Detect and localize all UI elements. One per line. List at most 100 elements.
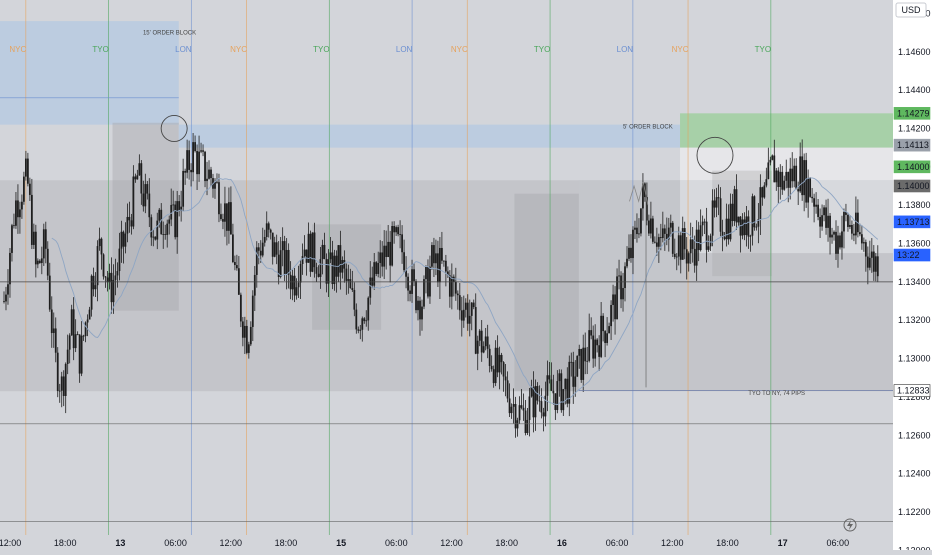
candle-body	[777, 170, 780, 187]
moving-average-line	[51, 177, 879, 406]
candle-body	[36, 260, 39, 265]
candle-body	[419, 300, 421, 320]
candle-body	[554, 393, 557, 410]
candle-body	[214, 181, 216, 189]
time-tick-label[interactable]: 13	[115, 538, 125, 548]
candle-body	[357, 329, 360, 331]
candle-body	[196, 151, 198, 175]
candle-body	[369, 277, 372, 298]
candle-body	[407, 276, 409, 291]
time-tick-label[interactable]: 12:00	[661, 538, 684, 548]
price-tick-label[interactable]: 1.12800	[898, 392, 931, 402]
candle-body	[152, 236, 155, 238]
candle-body	[813, 198, 816, 207]
candle-body	[88, 309, 91, 320]
candle-body	[578, 348, 581, 356]
candle-body	[811, 196, 814, 199]
candle-body	[19, 209, 21, 218]
price-tick-label[interactable]: 1.13800	[898, 200, 931, 210]
candle-body	[26, 158, 29, 184]
candle-body	[636, 227, 638, 235]
price-label: 13:22	[893, 248, 931, 262]
price-tick-label[interactable]: 1.12000	[898, 545, 931, 555]
session-label-tyo: TYO	[534, 45, 550, 54]
time-tick-label[interactable]: 12:00	[440, 538, 463, 548]
time-tick-label[interactable]: 17	[778, 538, 788, 548]
price-label-text: 1.14000	[897, 162, 930, 172]
price-tick-label[interactable]: 1.12400	[898, 469, 931, 479]
time-tick-label[interactable]: 18:00	[54, 538, 77, 548]
time-axis-panel[interactable]	[0, 535, 893, 550]
price-tick-label[interactable]: 1.14400	[898, 85, 931, 95]
time-tick-label[interactable]: 06:00	[385, 538, 408, 548]
price-tick-label[interactable]: 1.13000	[898, 354, 931, 364]
candle-body	[102, 254, 105, 277]
price-tick-label[interactable]: 1.13600	[898, 239, 931, 249]
candle-body	[46, 248, 49, 276]
time-tick-label[interactable]: 18:00	[495, 538, 518, 548]
candle-body	[520, 405, 523, 408]
time-tick-label[interactable]: 16	[557, 538, 567, 548]
candle-body	[323, 244, 326, 259]
currency-button-box[interactable]	[895, 2, 927, 18]
candle-body	[343, 260, 346, 269]
candle-body	[458, 295, 461, 311]
candle-body	[243, 325, 246, 338]
candle-body	[560, 373, 563, 411]
candle-body	[771, 155, 774, 160]
time-tick-label[interactable]: 18:00	[716, 538, 739, 548]
time-tick-label[interactable]: 12:00	[0, 538, 21, 548]
time-tick-label[interactable]: 18:00	[275, 538, 298, 548]
candle-body	[106, 277, 109, 283]
candle-body	[667, 227, 670, 240]
candle-body	[876, 256, 879, 277]
candle-body	[723, 237, 726, 240]
candle-body	[787, 171, 790, 188]
candle-body	[401, 234, 403, 253]
candle-body	[646, 197, 648, 221]
currency-button[interactable]: USD	[901, 5, 921, 15]
candle-body	[508, 398, 511, 414]
candle-body	[528, 396, 531, 420]
price-tick-label[interactable]: 1.12200	[898, 507, 931, 517]
time-tick-label[interactable]: 06:00	[827, 538, 850, 548]
price-tick-label[interactable]: 1.13400	[898, 277, 931, 287]
lightning-icon[interactable]	[843, 518, 857, 532]
candle-body	[216, 181, 218, 183]
candle-body	[339, 245, 342, 273]
time-axis[interactable]: 12:00 18:00 13 06:00 12:00 18:00 15 06:00 12:00 1…	[0, 538, 849, 548]
price-tick-label[interactable]: 1.12600	[898, 430, 931, 440]
candle-body	[389, 241, 392, 266]
candle-body	[476, 340, 479, 354]
time-tick-label[interactable]: 12:00	[219, 538, 242, 548]
candle-body	[468, 315, 471, 324]
candle-body	[530, 387, 533, 397]
candle-body	[522, 407, 525, 411]
candle-body	[112, 279, 115, 303]
candle-body	[166, 223, 169, 235]
candle-body	[104, 276, 107, 278]
candle-body	[755, 226, 758, 228]
candle-body	[864, 242, 867, 257]
time-tick-label[interactable]: 06:00	[164, 538, 187, 548]
candle-body	[138, 163, 141, 176]
price-tick-label[interactable]: 1.14600	[898, 47, 931, 57]
candle-body	[329, 252, 332, 260]
candle-body	[801, 156, 804, 196]
candle-body	[829, 215, 831, 238]
candle-body	[84, 322, 87, 337]
candle-body	[182, 170, 185, 207]
time-tick-label[interactable]: 06:00	[606, 538, 629, 548]
candle-body	[831, 234, 833, 238]
candle-body	[261, 242, 264, 256]
candle-body	[558, 373, 561, 382]
price-axis-panel[interactable]	[893, 0, 932, 550]
candle-body	[699, 225, 702, 251]
price-tick-label[interactable]: 1.13200	[898, 315, 931, 325]
candle-body	[230, 202, 232, 235]
time-tick-label[interactable]: 15	[336, 538, 346, 548]
price-axis[interactable]: 1.148001.146001.144001.142001.140001.138…	[898, 8, 931, 555]
price-tick-label[interactable]: 1.14200	[898, 123, 931, 133]
